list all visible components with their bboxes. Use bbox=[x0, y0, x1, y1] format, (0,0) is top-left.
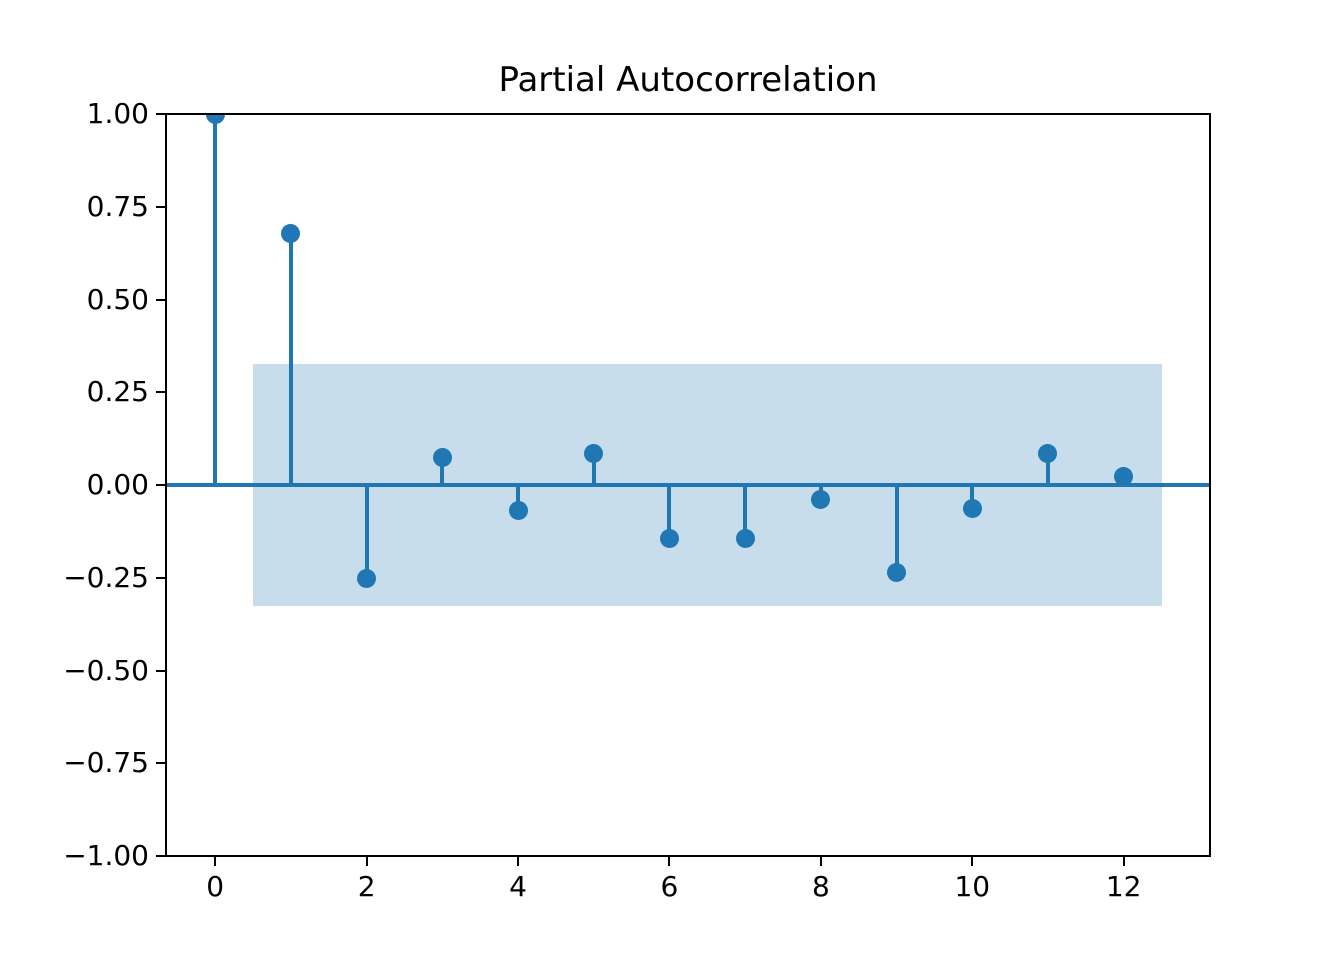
x-tick-mark bbox=[517, 856, 520, 866]
y-tick-mark bbox=[156, 298, 166, 301]
x-tick-mark bbox=[365, 856, 368, 866]
data-point-marker-lag-9 bbox=[887, 562, 907, 582]
y-tick-mark bbox=[156, 484, 166, 486]
x-tick-label: 2 bbox=[357, 870, 376, 903]
x-tick-mark bbox=[819, 856, 822, 866]
y-tick-mark bbox=[156, 762, 166, 765]
x-tick-mark bbox=[971, 856, 974, 866]
data-point-marker-lag-1 bbox=[281, 224, 301, 244]
y-tick-label: −0.75 bbox=[63, 746, 149, 780]
y-tick-label: −1.00 bbox=[63, 839, 149, 872]
y-tick-label: −0.25 bbox=[63, 560, 149, 594]
x-tick-mark bbox=[214, 856, 217, 866]
stem-lag-7 bbox=[743, 485, 748, 539]
data-point-marker-lag-11 bbox=[1038, 443, 1058, 463]
stem-lag-2 bbox=[364, 485, 369, 579]
y-tick-label: −0.50 bbox=[63, 653, 149, 687]
y-tick-mark bbox=[156, 576, 166, 579]
stem-lag-3 bbox=[440, 457, 445, 485]
y-tick-label: 1.00 bbox=[86, 97, 149, 130]
y-tick-mark bbox=[156, 391, 166, 394]
y-tick-mark bbox=[156, 113, 166, 115]
data-point-marker-lag-7 bbox=[735, 528, 755, 548]
stem-lag-11 bbox=[1045, 453, 1050, 485]
data-point-marker-lag-8 bbox=[811, 490, 831, 510]
y-tick-mark bbox=[156, 855, 166, 857]
x-tick-label: 6 bbox=[660, 870, 679, 903]
data-point-marker-lag-6 bbox=[659, 529, 679, 549]
stem-lag-9 bbox=[894, 485, 899, 573]
zero-line bbox=[166, 483, 1210, 487]
plot-area bbox=[166, 114, 1210, 856]
data-point-marker-lag-2 bbox=[357, 568, 377, 588]
y-tick-mark bbox=[156, 669, 166, 672]
stem-lag-0 bbox=[213, 114, 218, 485]
stem-lag-5 bbox=[591, 453, 596, 485]
data-point-marker-lag-12 bbox=[1114, 466, 1134, 486]
x-tick-label: 8 bbox=[811, 870, 830, 903]
x-tick-mark bbox=[1122, 856, 1125, 866]
data-point-marker-lag-10 bbox=[962, 499, 982, 519]
y-tick-label: 0.25 bbox=[86, 375, 149, 409]
x-tick-label: 0 bbox=[206, 870, 225, 903]
data-point-marker-lag-5 bbox=[584, 444, 604, 464]
y-tick-label: 0.50 bbox=[86, 282, 149, 316]
y-tick-label: 0.75 bbox=[86, 189, 149, 223]
x-tick-label: 10 bbox=[954, 870, 991, 903]
y-tick-mark bbox=[156, 205, 166, 208]
stem-lag-6 bbox=[667, 485, 672, 539]
x-tick-label: 4 bbox=[509, 870, 527, 903]
data-point-marker-lag-3 bbox=[432, 448, 452, 468]
stem-lag-4 bbox=[516, 485, 521, 511]
x-tick-label: 12 bbox=[1105, 870, 1142, 903]
data-point-marker-lag-0 bbox=[205, 114, 225, 124]
y-tick-label: 0.00 bbox=[86, 468, 149, 501]
chart-title: Partial Autocorrelation bbox=[498, 60, 878, 100]
stem-lag-1 bbox=[288, 233, 293, 485]
x-tick-mark bbox=[668, 856, 671, 866]
stem-lag-10 bbox=[970, 485, 975, 509]
data-point-marker-lag-4 bbox=[508, 501, 528, 521]
